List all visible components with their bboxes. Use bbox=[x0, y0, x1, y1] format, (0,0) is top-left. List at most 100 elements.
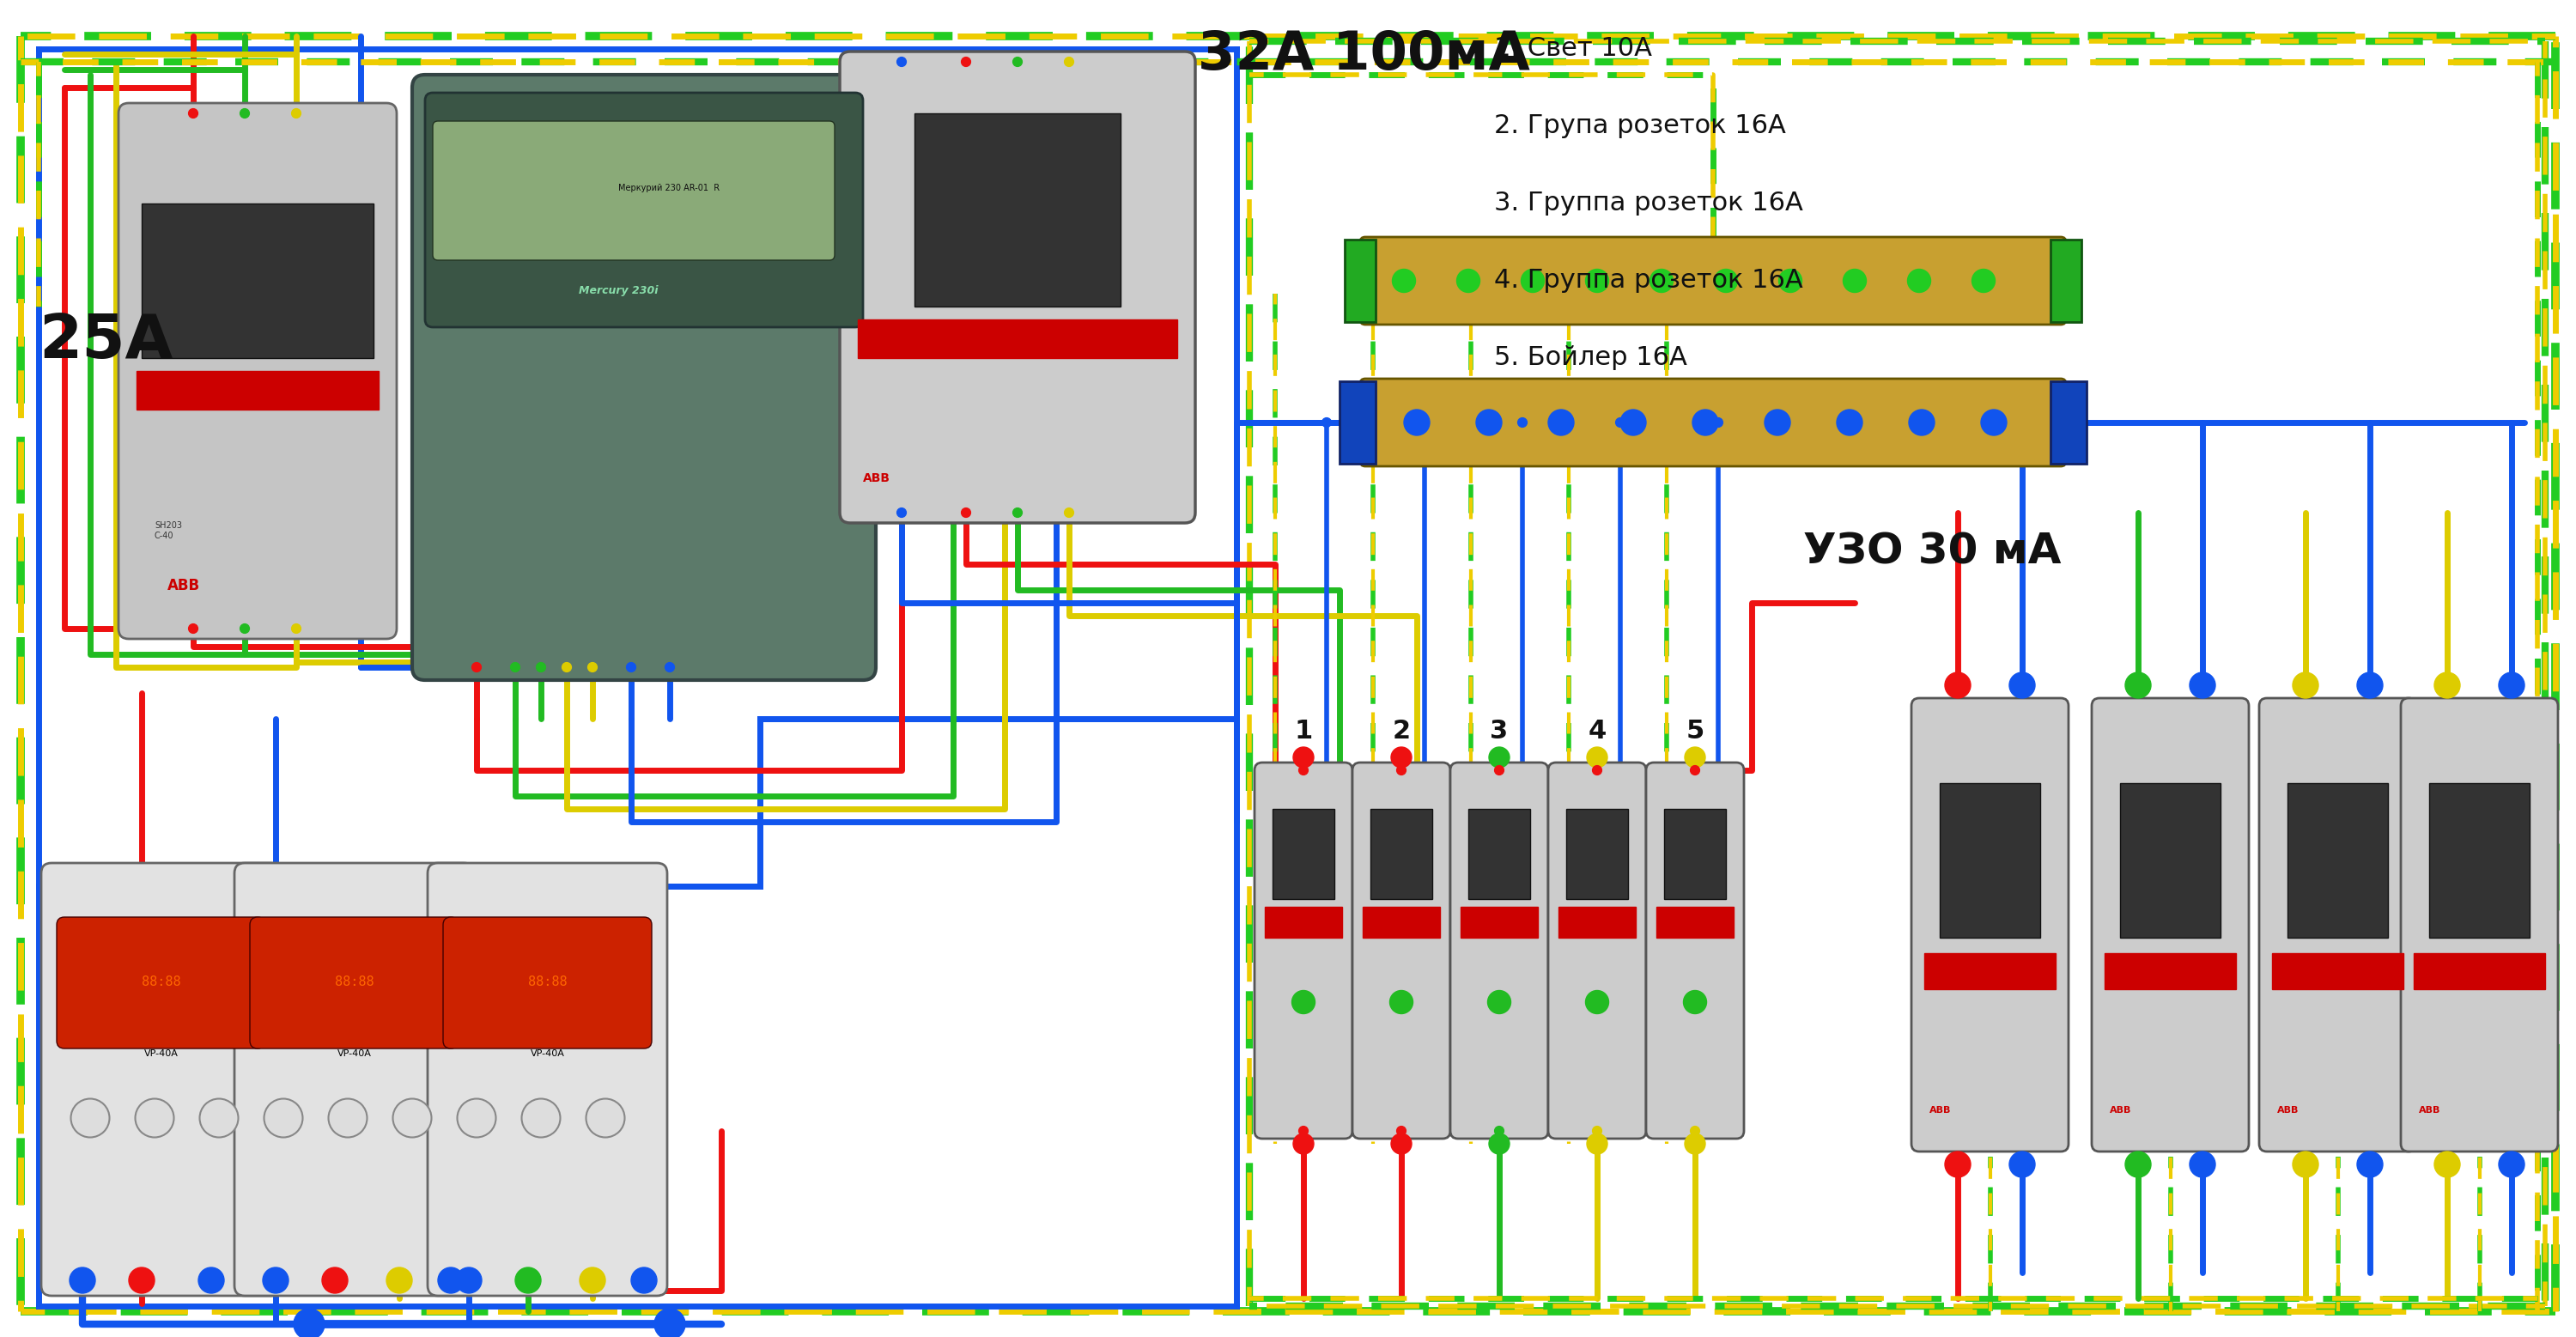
Bar bbox=[1265, 906, 1342, 937]
Bar bbox=[858, 320, 1177, 358]
Text: SH203
C-40: SH203 C-40 bbox=[155, 521, 183, 540]
Circle shape bbox=[263, 1099, 304, 1138]
Circle shape bbox=[1909, 409, 1935, 436]
Text: 3: 3 bbox=[1489, 719, 1510, 745]
Circle shape bbox=[520, 1099, 562, 1138]
Circle shape bbox=[631, 1267, 657, 1293]
Text: 5: 5 bbox=[1685, 719, 1705, 745]
FancyBboxPatch shape bbox=[250, 917, 459, 1048]
Circle shape bbox=[134, 1099, 175, 1138]
Bar bbox=[2287, 783, 2388, 937]
Circle shape bbox=[1777, 269, 1803, 293]
Circle shape bbox=[1649, 269, 1674, 293]
Bar bbox=[1345, 239, 1376, 322]
Circle shape bbox=[270, 1281, 281, 1290]
Text: 25A: 25A bbox=[39, 312, 173, 370]
Circle shape bbox=[2125, 673, 2151, 698]
Text: 1. Свет 10А: 1. Свет 10А bbox=[1494, 36, 1651, 62]
FancyBboxPatch shape bbox=[2401, 698, 2558, 1151]
Circle shape bbox=[392, 1099, 430, 1138]
Circle shape bbox=[536, 663, 546, 673]
Text: 3. Группа розеток 16А: 3. Группа розеток 16А bbox=[1494, 191, 1803, 215]
Text: 5. Бойлер 16А: 5. Бойлер 16А bbox=[1494, 345, 1687, 370]
Circle shape bbox=[1620, 409, 1646, 436]
Bar bbox=[2105, 953, 2236, 989]
Bar bbox=[2050, 381, 2087, 464]
Bar bbox=[1340, 381, 1376, 464]
Circle shape bbox=[459, 1099, 495, 1138]
Circle shape bbox=[1298, 1126, 1309, 1135]
Circle shape bbox=[1064, 57, 1074, 67]
Circle shape bbox=[1494, 766, 1504, 775]
Text: 88:88: 88:88 bbox=[142, 975, 180, 988]
Bar bbox=[137, 370, 379, 409]
Circle shape bbox=[665, 663, 675, 673]
Bar bbox=[2414, 953, 2545, 989]
Bar bbox=[1363, 906, 1440, 937]
FancyBboxPatch shape bbox=[234, 862, 474, 1296]
Circle shape bbox=[510, 663, 520, 673]
Circle shape bbox=[240, 108, 250, 118]
Circle shape bbox=[1587, 1134, 1607, 1154]
Circle shape bbox=[1584, 269, 1607, 293]
Circle shape bbox=[330, 1099, 366, 1138]
FancyBboxPatch shape bbox=[1911, 698, 2069, 1151]
Circle shape bbox=[2190, 1151, 2215, 1178]
Circle shape bbox=[291, 624, 301, 634]
Circle shape bbox=[394, 1281, 404, 1290]
Circle shape bbox=[2293, 1151, 2318, 1178]
Circle shape bbox=[585, 1099, 623, 1138]
FancyBboxPatch shape bbox=[1646, 762, 1744, 1139]
Circle shape bbox=[2506, 681, 2517, 690]
FancyBboxPatch shape bbox=[1255, 762, 1352, 1139]
Bar bbox=[1656, 906, 1734, 937]
Circle shape bbox=[1517, 418, 1528, 427]
Circle shape bbox=[456, 1267, 482, 1293]
Bar bbox=[1461, 906, 1538, 937]
Circle shape bbox=[1476, 409, 1502, 436]
Circle shape bbox=[386, 1267, 412, 1293]
Bar bbox=[1664, 809, 1726, 898]
Text: 32A 100мА: 32A 100мА bbox=[1198, 29, 1530, 80]
Text: ABB: ABB bbox=[1929, 1106, 1950, 1115]
Circle shape bbox=[1489, 991, 1510, 1013]
FancyBboxPatch shape bbox=[1450, 762, 1548, 1139]
Circle shape bbox=[1713, 418, 1723, 427]
Circle shape bbox=[1981, 409, 2007, 436]
Circle shape bbox=[587, 663, 598, 673]
Text: ABB: ABB bbox=[2277, 1106, 2298, 1115]
Circle shape bbox=[1012, 57, 1023, 67]
Circle shape bbox=[1615, 418, 1625, 427]
Circle shape bbox=[137, 1281, 147, 1290]
Circle shape bbox=[1587, 747, 1607, 767]
Text: 2: 2 bbox=[1391, 719, 1412, 745]
FancyBboxPatch shape bbox=[1360, 237, 2066, 325]
Circle shape bbox=[654, 1309, 685, 1337]
Circle shape bbox=[72, 1099, 108, 1138]
Circle shape bbox=[1391, 991, 1412, 1013]
Circle shape bbox=[1391, 269, 1417, 293]
Circle shape bbox=[1064, 508, 1074, 517]
Circle shape bbox=[1391, 747, 1412, 767]
Circle shape bbox=[896, 508, 907, 517]
Text: 1: 1 bbox=[1293, 719, 1314, 745]
Circle shape bbox=[2365, 681, 2375, 690]
FancyBboxPatch shape bbox=[425, 92, 863, 328]
Circle shape bbox=[1298, 766, 1309, 775]
Circle shape bbox=[471, 663, 482, 673]
FancyBboxPatch shape bbox=[433, 122, 835, 261]
FancyBboxPatch shape bbox=[1352, 762, 1450, 1139]
Circle shape bbox=[1494, 1126, 1504, 1135]
Circle shape bbox=[263, 1267, 289, 1293]
Circle shape bbox=[70, 1267, 95, 1293]
Circle shape bbox=[2357, 673, 2383, 698]
Circle shape bbox=[961, 57, 971, 67]
Circle shape bbox=[77, 1281, 88, 1290]
Circle shape bbox=[1765, 409, 1790, 436]
Bar bbox=[1273, 809, 1334, 898]
Circle shape bbox=[1489, 747, 1510, 767]
Circle shape bbox=[1548, 409, 1574, 436]
Circle shape bbox=[129, 1267, 155, 1293]
Circle shape bbox=[626, 663, 636, 673]
Bar bbox=[2050, 239, 2081, 322]
